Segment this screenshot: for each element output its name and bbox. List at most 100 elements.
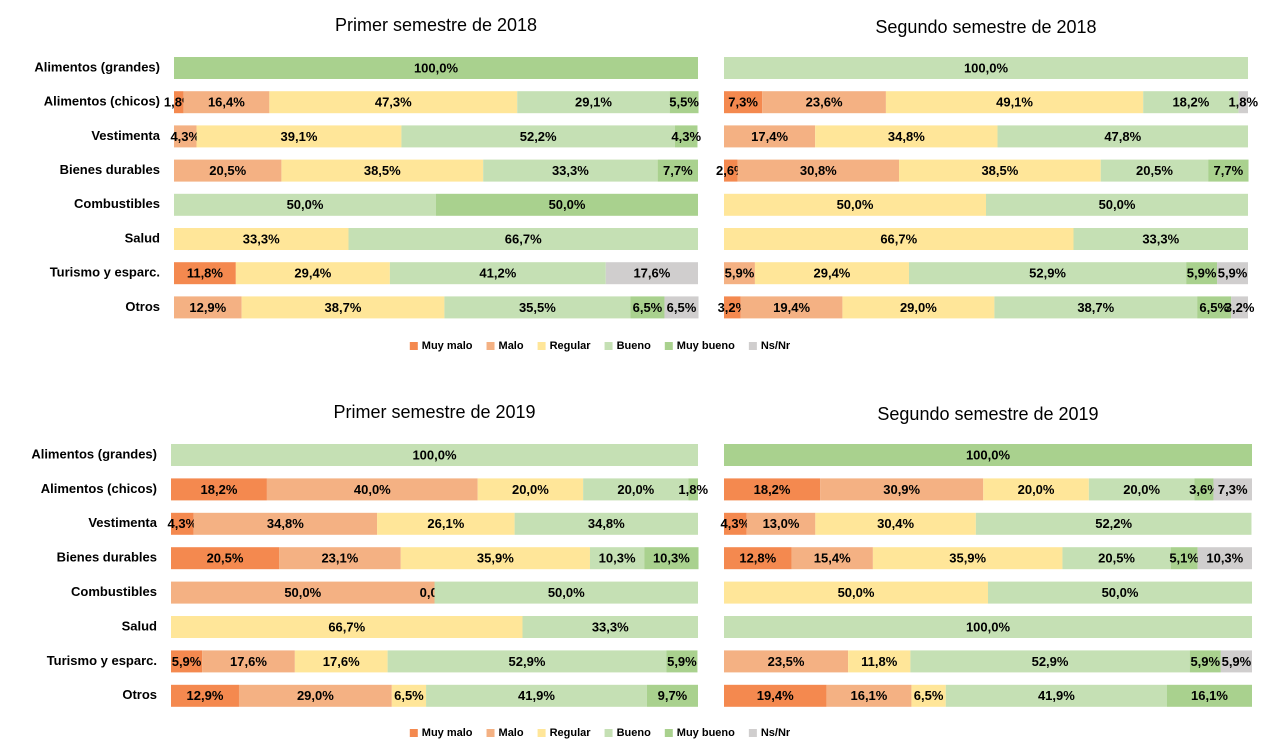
data-label: 41,9%: [518, 688, 555, 703]
bar-segment: [724, 125, 816, 148]
data-label: 38,5%: [981, 163, 1018, 178]
data-label: 5,1%: [1169, 551, 1199, 566]
bar-segment: [826, 684, 912, 707]
data-label: 20,5%: [207, 551, 244, 566]
data-label: 16,1%: [1191, 688, 1228, 703]
data-label: 50,0%: [1102, 585, 1139, 600]
data-label: 41,2%: [479, 266, 516, 281]
data-label: 34,8%: [888, 129, 925, 144]
data-label: 35,9%: [477, 551, 514, 566]
category-label: Otros: [122, 687, 157, 702]
category-label: Vestimenta: [88, 515, 157, 530]
data-label: 18,2%: [754, 482, 791, 497]
bar-segment: [1194, 478, 1214, 501]
bar-segment: [910, 650, 1190, 673]
data-label: 5,9%: [1190, 654, 1220, 669]
bar-segment: [664, 296, 699, 319]
data-label: 52,2%: [1095, 516, 1132, 531]
data-label: 66,7%: [328, 619, 365, 634]
bar-segment: [1197, 547, 1252, 570]
data-label: 33,3%: [552, 163, 589, 178]
bar-segment: [483, 159, 658, 182]
data-label: 50,0%: [287, 197, 324, 212]
data-label: 29,0%: [297, 688, 334, 703]
bar-segment: [174, 57, 698, 79]
bar-segment: [975, 512, 1252, 535]
data-label: 52,2%: [520, 129, 557, 144]
data-label: 23,5%: [768, 654, 805, 669]
data-label: 6,5%: [914, 688, 944, 703]
bar-segment: [171, 650, 203, 673]
bar-segment: [605, 262, 698, 285]
category-label: Alimentos (grandes): [31, 446, 157, 461]
bar-segment: [241, 296, 445, 319]
bar-segment: [754, 262, 909, 285]
category-label: Vestimenta: [91, 128, 160, 143]
data-label: 18,2%: [201, 482, 238, 497]
bar-segment: [196, 125, 402, 148]
bar-segment: [202, 650, 295, 673]
legend-swatch: [604, 342, 613, 350]
data-label: 20,0%: [512, 482, 549, 497]
data-label: 11,8%: [861, 654, 898, 669]
bar-segment: [171, 616, 523, 638]
bar-segment: [994, 296, 1198, 319]
data-label: 50,0%: [1099, 197, 1136, 212]
data-label: 3,2%: [1225, 300, 1255, 315]
bar-segment: [517, 91, 670, 114]
data-label: 17,6%: [230, 654, 267, 669]
data-label: 19,4%: [757, 688, 794, 703]
category-label: Alimentos (chicos): [44, 94, 160, 109]
bar-segment: [872, 547, 1063, 570]
bar-segment: [908, 262, 1187, 285]
legend-label: Bueno: [617, 727, 652, 739]
bar-segment: [171, 547, 280, 570]
legend-label: Malo: [499, 340, 524, 352]
bar-segment: [1197, 296, 1232, 319]
legend-swatch: [664, 729, 673, 737]
bar-segment: [724, 193, 986, 216]
data-label: 3,2%: [718, 300, 748, 315]
bar-segment: [674, 125, 698, 148]
bar-segment: [791, 547, 873, 570]
data-label: 52,9%: [509, 654, 546, 669]
data-label: 11,8%: [187, 266, 224, 281]
data-label: 15,4%: [814, 551, 851, 566]
bar-segment: [1186, 262, 1218, 285]
bar-segment: [444, 296, 631, 319]
data-label: 29,1%: [575, 95, 612, 110]
data-label: 3,6%: [1189, 482, 1219, 497]
bar-segment: [193, 512, 378, 535]
data-label: 30,4%: [877, 516, 914, 531]
category-label: Alimentos (grandes): [34, 59, 160, 74]
bar-segment: [899, 159, 1101, 182]
bar-segment: [401, 125, 675, 148]
data-label: 49,1%: [996, 95, 1033, 110]
bar-segment: [842, 296, 995, 319]
bar-segment: [1231, 296, 1248, 319]
data-label: 5,9%: [1222, 654, 1252, 669]
data-label: 1,8%: [1228, 95, 1258, 110]
bar-segment: [171, 478, 267, 501]
bar-segment: [724, 478, 821, 501]
bar-segment: [724, 262, 755, 285]
data-label: 1,8%: [678, 482, 708, 497]
data-label: 20,0%: [617, 482, 654, 497]
data-label: 29,4%: [294, 266, 331, 281]
data-label: 100,0%: [966, 619, 1011, 634]
bar-segment: [724, 444, 1252, 466]
bar-segment: [174, 296, 242, 319]
data-label: 4,3%: [721, 516, 751, 531]
data-label: 10,3%: [599, 551, 636, 566]
bar-segment: [1062, 547, 1171, 570]
data-label: 38,5%: [364, 163, 401, 178]
data-label: 30,9%: [883, 482, 920, 497]
bar-segment: [724, 512, 747, 535]
data-label: 18,2%: [1172, 95, 1209, 110]
category-label: Alimentos (chicos): [41, 481, 157, 496]
bar-segment: [997, 125, 1248, 148]
data-label: 33,3%: [1142, 231, 1179, 246]
legend-swatch: [537, 729, 546, 737]
bar-segment: [1166, 684, 1252, 707]
bar-segment: [646, 684, 698, 707]
